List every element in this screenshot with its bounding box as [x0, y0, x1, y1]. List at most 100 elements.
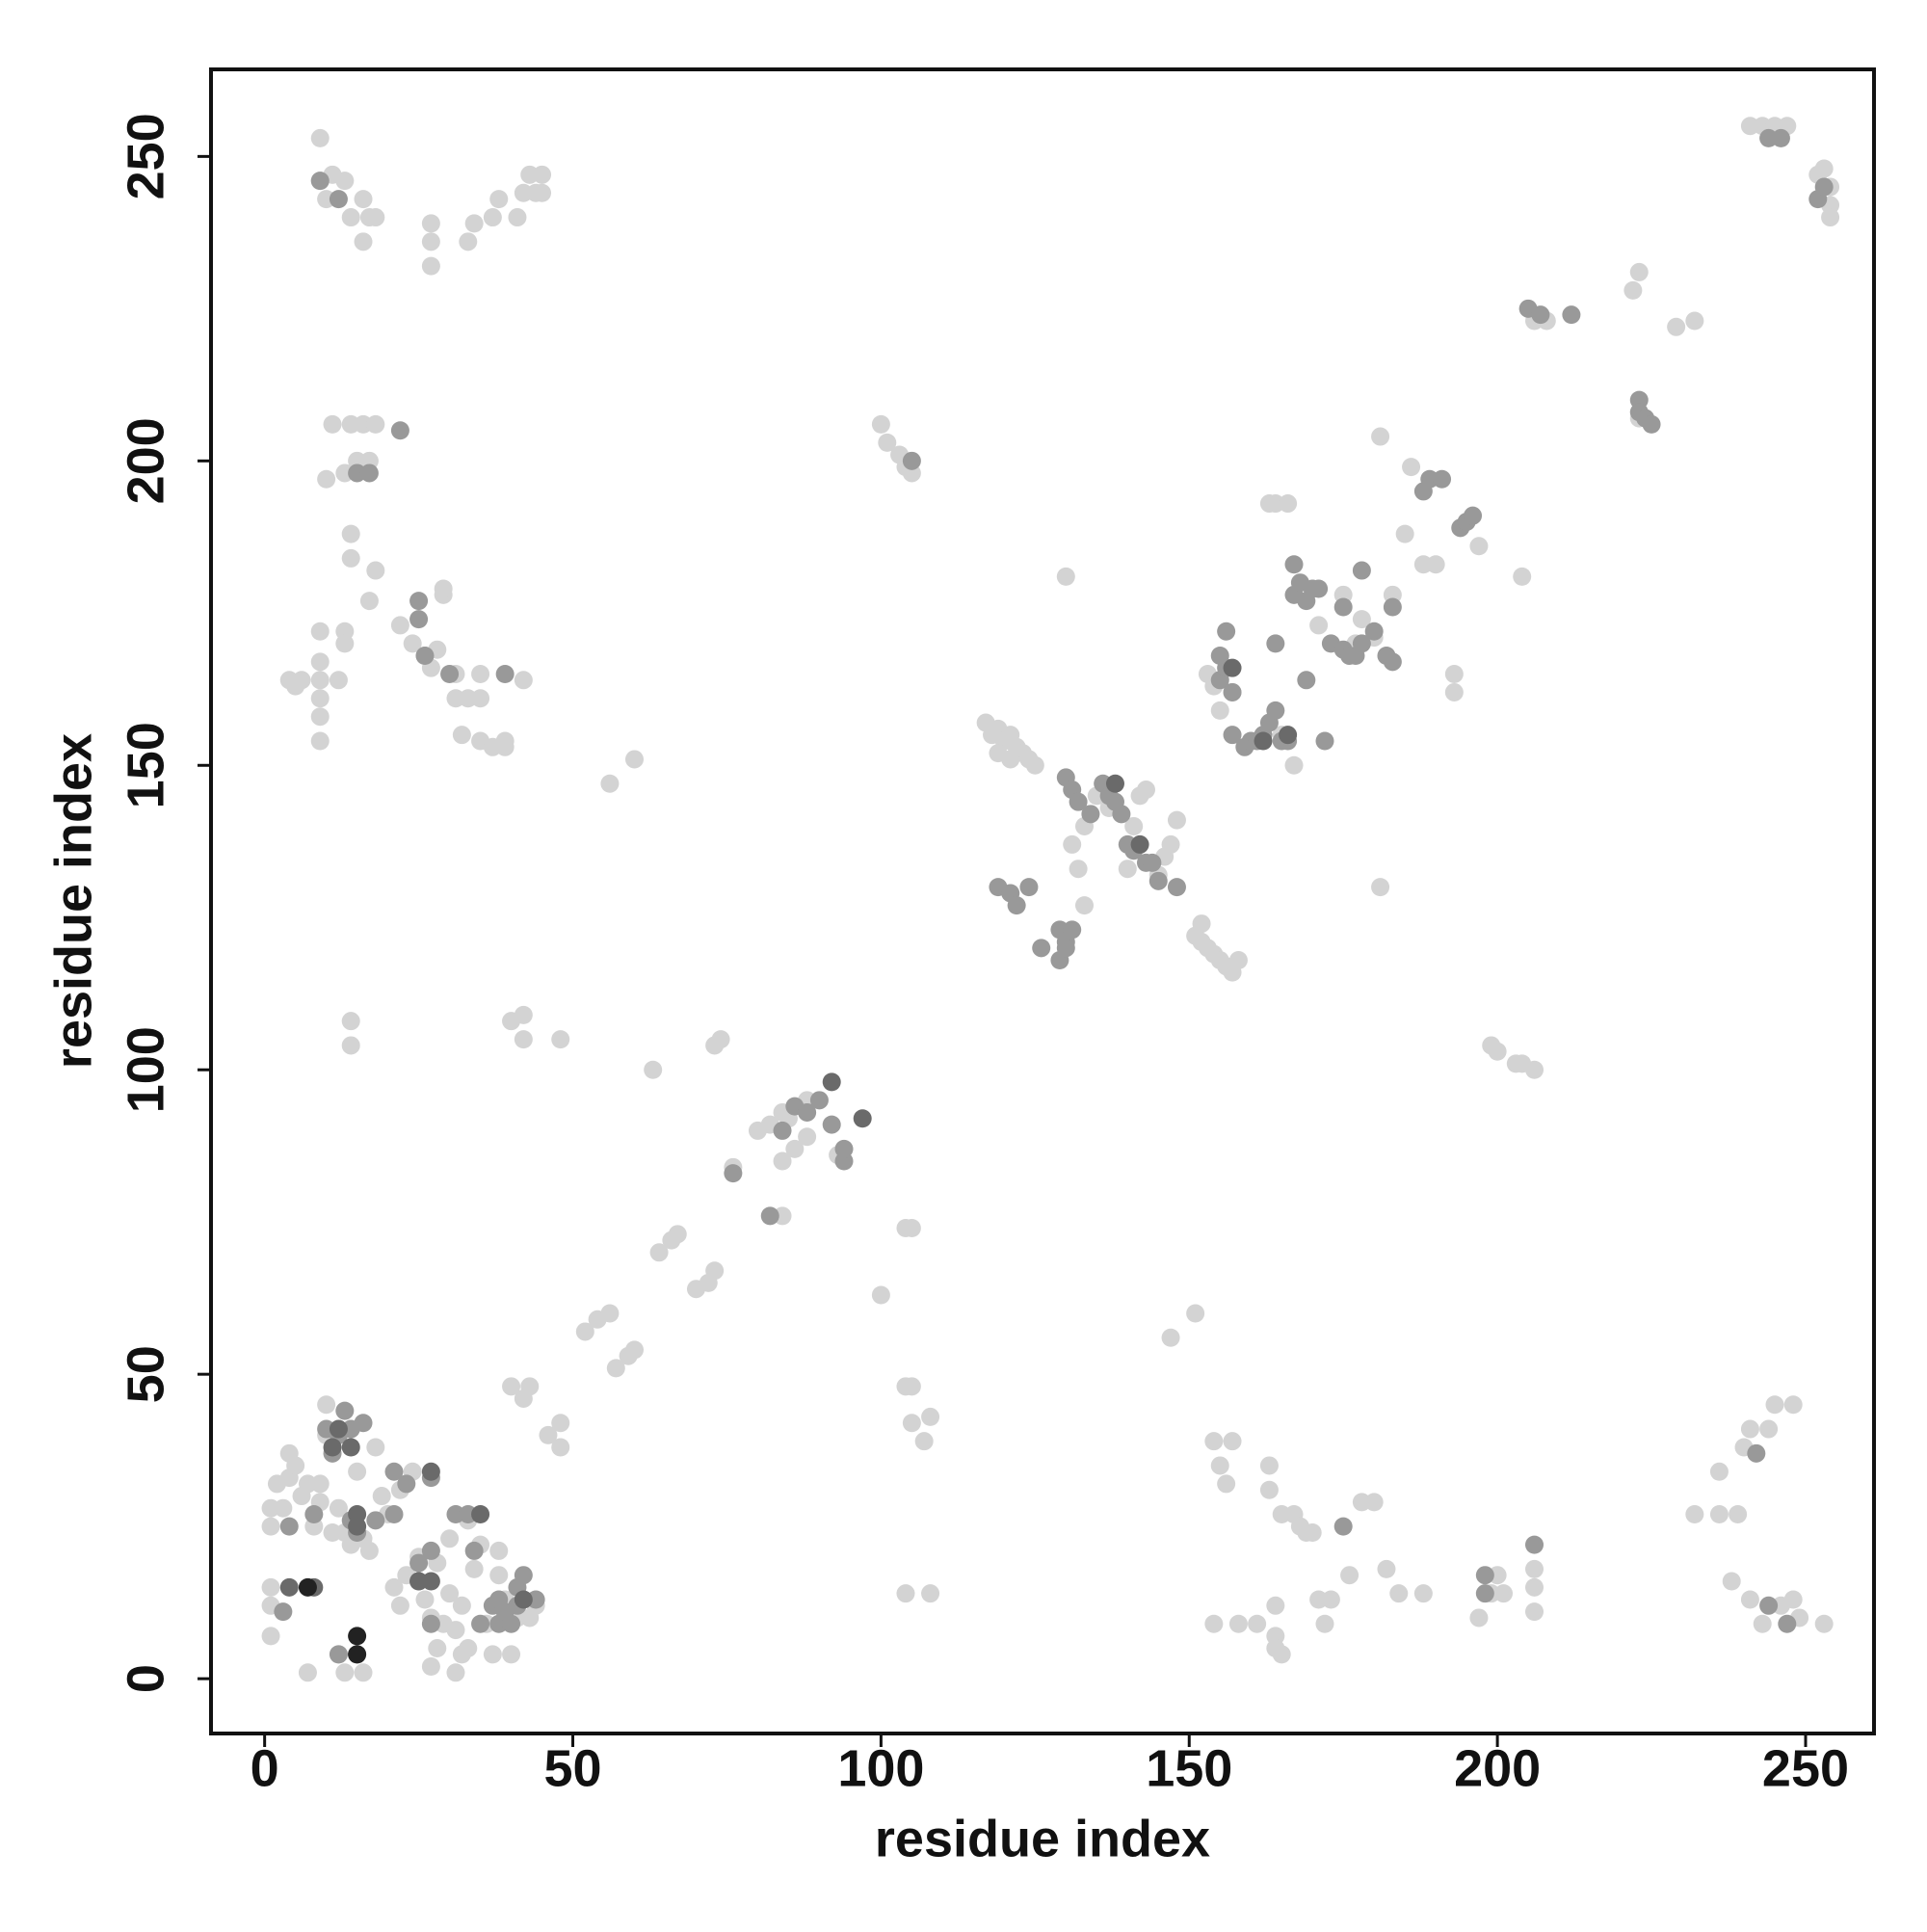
point: [1685, 1505, 1704, 1524]
point: [1001, 750, 1020, 769]
point: [1488, 1042, 1507, 1061]
point: [902, 1377, 921, 1396]
point: [1333, 1517, 1353, 1536]
point: [428, 1639, 447, 1658]
point: [1469, 1608, 1489, 1628]
point: [1722, 1572, 1741, 1591]
point: [1464, 506, 1483, 525]
point: [366, 414, 385, 434]
point: [834, 1139, 854, 1158]
point: [464, 214, 484, 233]
point: [298, 1663, 317, 1682]
point: [520, 1377, 540, 1396]
point: [1667, 317, 1686, 336]
point: [871, 1285, 890, 1305]
point: [1444, 664, 1464, 683]
point: [1525, 1577, 1544, 1597]
point: [261, 1627, 280, 1646]
point: [421, 232, 440, 251]
x-tick-label: 200: [1454, 1739, 1541, 1797]
point: [317, 1395, 336, 1415]
point: [1709, 1462, 1729, 1481]
point: [359, 463, 379, 483]
point: [1081, 805, 1100, 824]
point: [397, 1474, 416, 1494]
point: [809, 1091, 829, 1110]
point: [348, 1517, 367, 1536]
point: [514, 1566, 533, 1585]
point: [1223, 682, 1242, 701]
point: [1352, 634, 1371, 653]
point: [1783, 1395, 1803, 1415]
point: [1642, 414, 1661, 434]
point: [1297, 671, 1316, 690]
y-tick-label: 250: [117, 113, 174, 199]
point: [1167, 878, 1186, 897]
point: [1223, 1432, 1242, 1451]
point: [1426, 555, 1445, 574]
point: [600, 774, 620, 793]
point: [921, 1584, 940, 1603]
point: [329, 1419, 348, 1439]
point: [1063, 920, 1082, 940]
point: [317, 469, 336, 489]
point: [502, 1614, 521, 1633]
point: [1709, 1505, 1729, 1524]
point: [335, 172, 355, 191]
point: [421, 1656, 440, 1676]
x-tick-label: 50: [543, 1739, 601, 1797]
point: [310, 707, 330, 727]
point: [822, 1072, 841, 1092]
point: [323, 414, 342, 434]
point: [1364, 622, 1384, 641]
point: [1562, 305, 1581, 325]
point: [1167, 810, 1186, 830]
point: [452, 726, 471, 745]
point: [508, 208, 527, 227]
point: [384, 1505, 404, 1524]
point: [464, 1559, 484, 1578]
point: [310, 1474, 330, 1494]
point: [354, 232, 373, 251]
point: [421, 1462, 440, 1481]
x-tick-label: 150: [1146, 1739, 1232, 1797]
point: [286, 1456, 305, 1475]
point: [409, 610, 429, 629]
point: [520, 165, 540, 184]
point: [1389, 1584, 1409, 1603]
point: [502, 1645, 521, 1664]
y-tick-label: 200: [117, 417, 174, 504]
point: [1112, 805, 1131, 824]
point: [575, 1322, 594, 1341]
point: [471, 689, 490, 708]
point: [1259, 1480, 1279, 1499]
point: [366, 1438, 385, 1457]
point: [902, 1414, 921, 1433]
point: [464, 1541, 484, 1560]
point: [1469, 537, 1489, 556]
point: [1309, 616, 1329, 635]
point: [1204, 1432, 1224, 1451]
point: [600, 1304, 620, 1323]
point: [434, 579, 453, 598]
point: [1513, 567, 1532, 586]
point: [348, 1462, 367, 1481]
point: [279, 1517, 299, 1536]
point: [489, 1541, 509, 1560]
point: [711, 1030, 730, 1049]
x-tick-label: 0: [251, 1739, 279, 1797]
point: [1056, 567, 1075, 586]
y-tick-label: 0: [117, 1664, 174, 1693]
x-axis-title: residue index: [875, 1810, 1210, 1867]
point: [1740, 1590, 1759, 1609]
point: [335, 1663, 355, 1682]
point: [1629, 262, 1649, 281]
point: [1192, 914, 1211, 934]
point: [483, 208, 502, 227]
point: [446, 1663, 465, 1682]
point: [798, 1127, 817, 1147]
point: [1402, 458, 1421, 477]
point: [1063, 834, 1082, 854]
point: [1069, 860, 1088, 879]
point: [1161, 1328, 1180, 1347]
